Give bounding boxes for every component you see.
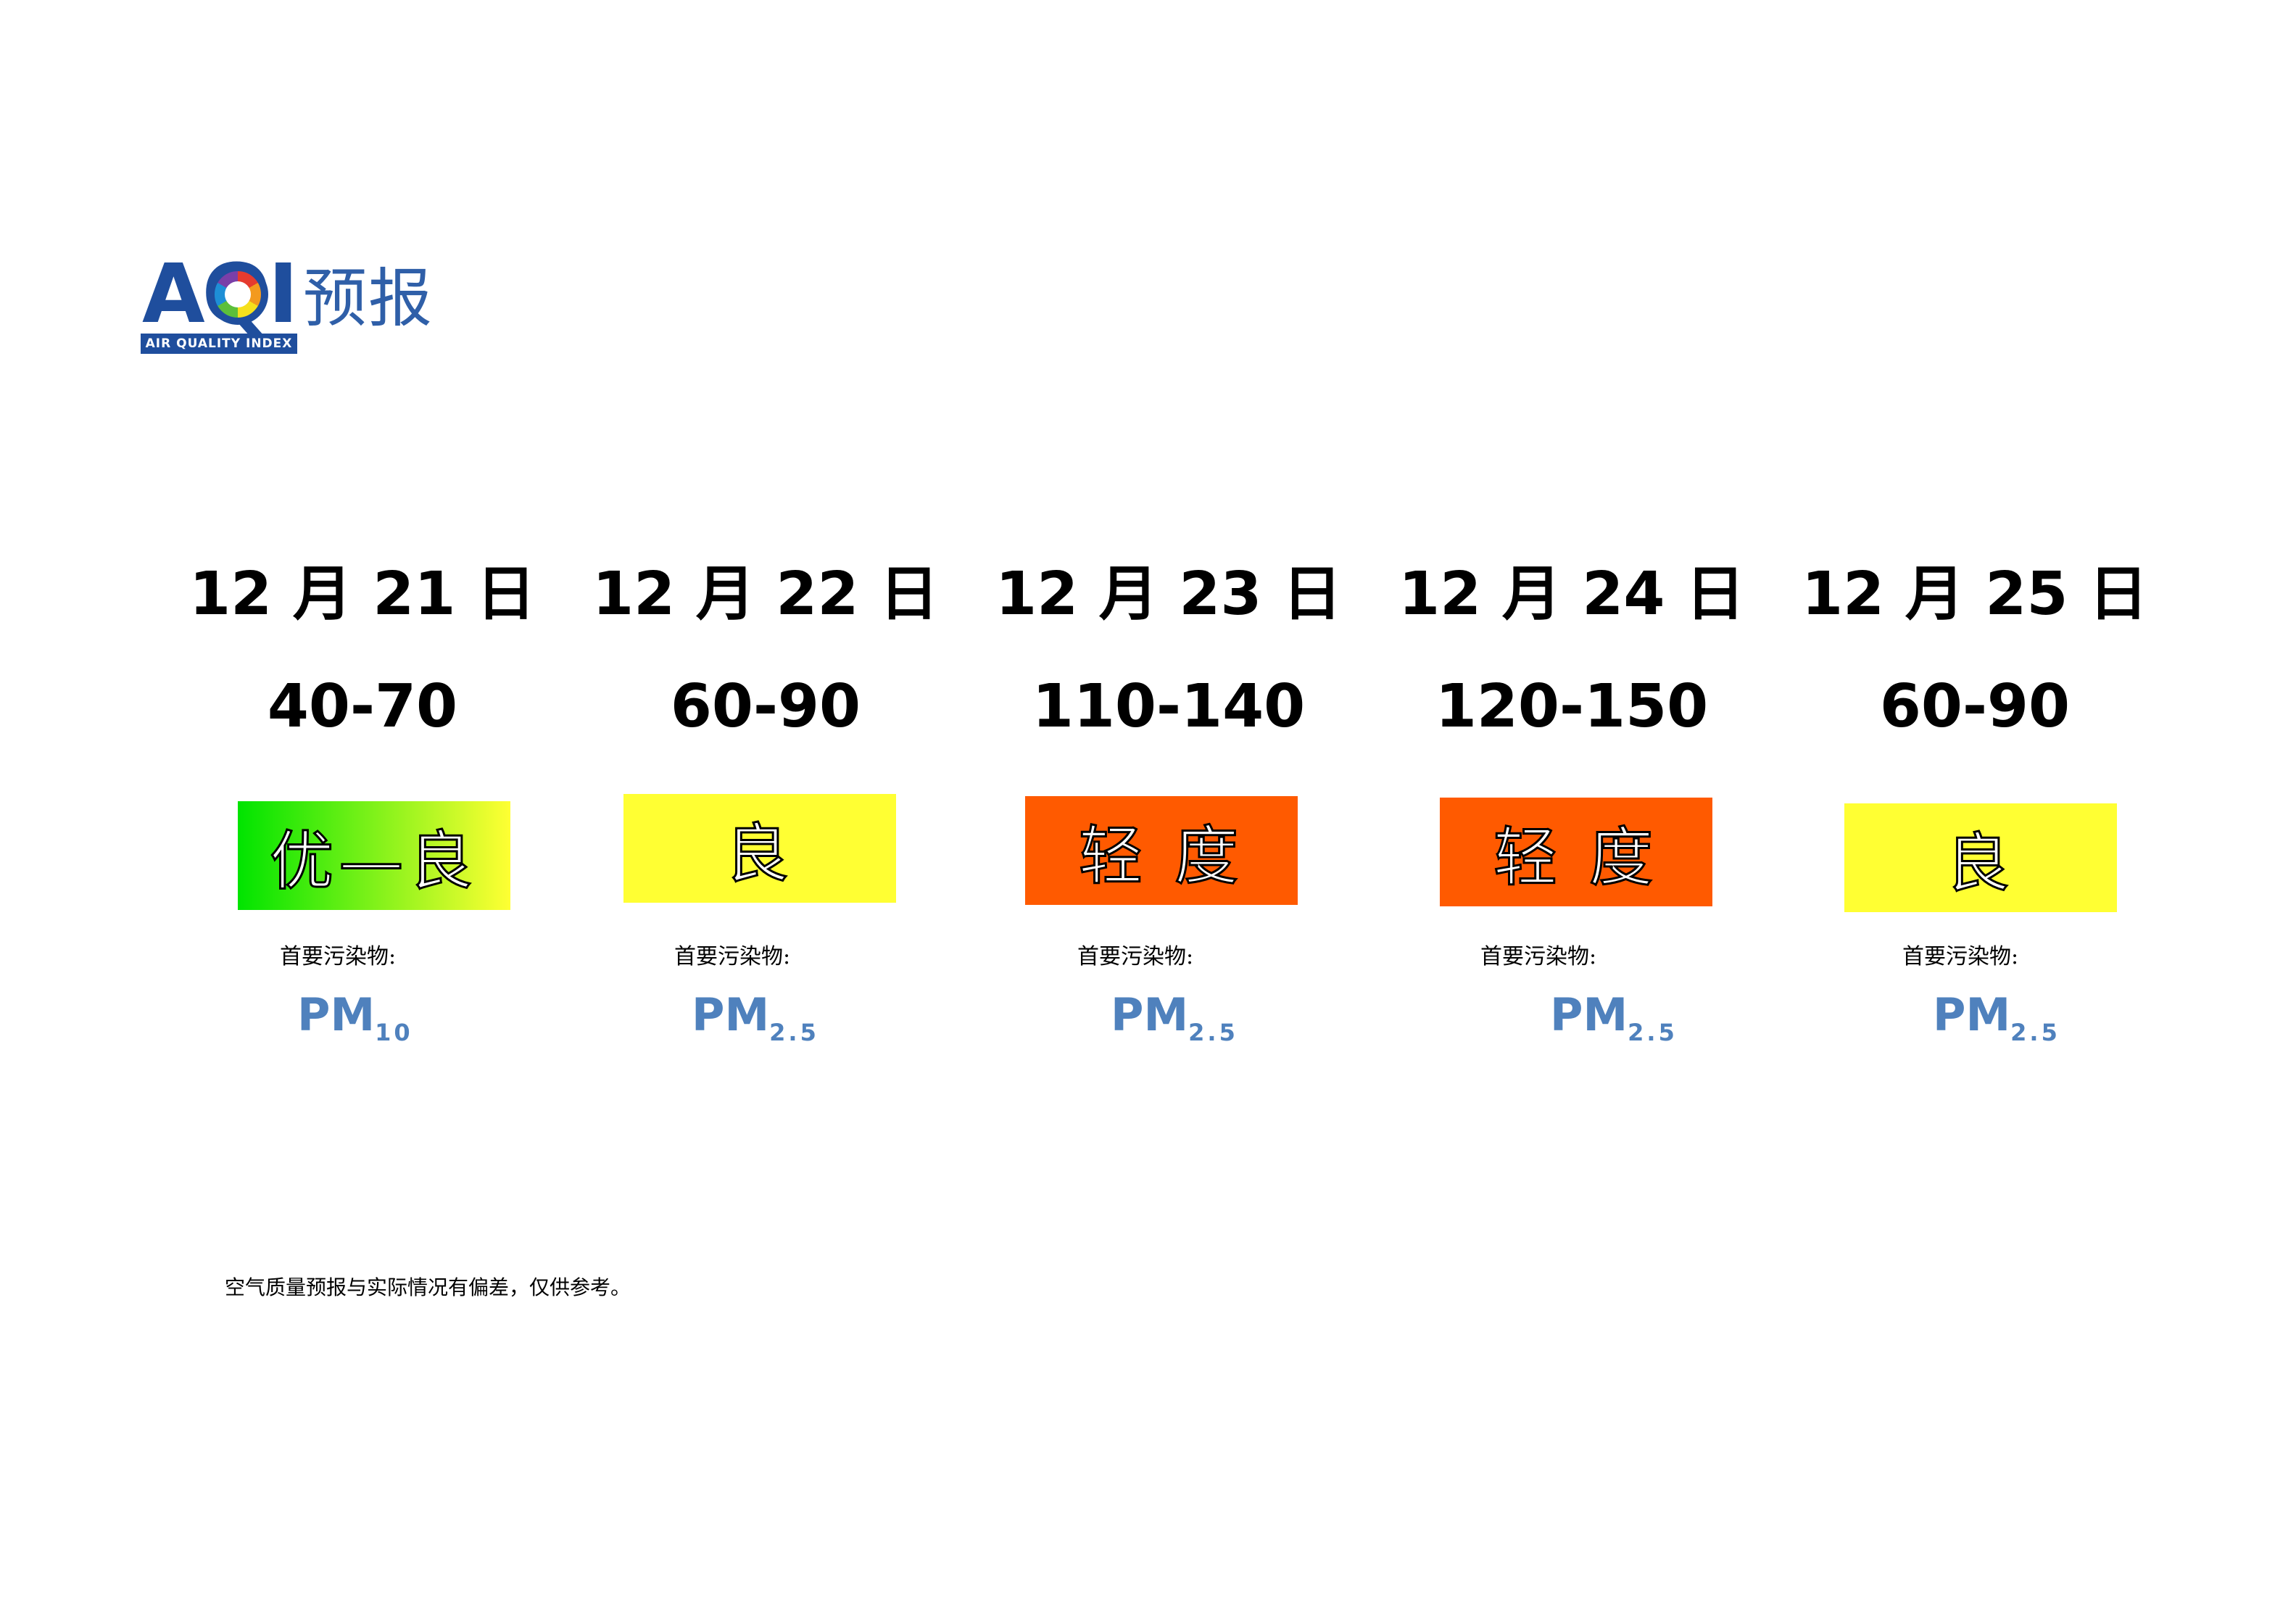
disclaimer: 空气质量预报与实际情况有偏差，仅供参考。 (225, 1275, 631, 1299)
forecast-date: 12 月 21 日 (189, 560, 536, 629)
level-badge: 轻 度 (1440, 798, 1712, 906)
forecast-date: 12 月 23 日 (995, 560, 1342, 629)
pollutant-subscript: 10 (375, 1019, 413, 1046)
primary-pollutant: PM2.5 (1933, 986, 2060, 1062)
aqi-range: 60-90 (670, 672, 861, 741)
level-badge: 良 (1844, 803, 2117, 912)
aqi-range: 110-140 (1032, 672, 1306, 741)
primary-pollutant-label: 首要污染物: (674, 944, 791, 969)
forecast-date: 12 月 22 日 (592, 560, 939, 629)
primary-pollutant-label: 首要污染物: (1077, 944, 1194, 969)
pollutant-name: PM (692, 988, 770, 1041)
pollutant-name: PM (1933, 988, 2011, 1041)
aqi-logo: AQI AIR QUALITY INDEX 预报 (141, 254, 467, 363)
level-badge: 良 (623, 794, 896, 903)
pollutant-subscript: 2.5 (2010, 1019, 2060, 1046)
pollutant-subscript: 2.5 (769, 1019, 819, 1046)
pollutant-name: PM (297, 988, 376, 1041)
pollutant-name: PM (1550, 988, 1628, 1041)
primary-pollutant: PM2.5 (1550, 986, 1678, 1062)
forecast-date: 12 月 24 日 (1398, 560, 1745, 629)
aqi-range: 60-90 (1879, 672, 2071, 741)
aqi-range: 40-70 (267, 672, 458, 741)
forecast-day-3: 12 月 23 日 110-140 轻 度 首要污染物: PM2.5 (987, 551, 1350, 1073)
pollutant-subscript: 2.5 (1628, 1019, 1678, 1046)
primary-pollutant-label: 首要污染物: (280, 944, 397, 969)
primary-pollutant-label: 首要污染物: (1902, 944, 2019, 969)
forecast-day-2: 12 月 22 日 60-90 良 首要污染物: PM2.5 (584, 551, 947, 1073)
aqi-logo-mark: AQI AIR QUALITY INDEX (141, 254, 299, 355)
logo-title: 预报 (303, 261, 434, 336)
primary-pollutant: PM2.5 (692, 986, 819, 1062)
pollutant-subscript: 2.5 (1188, 1019, 1238, 1046)
forecast-day-1: 12 月 21 日 40-70 优—良 首要污染物: PM10 (181, 551, 544, 1073)
primary-pollutant-label: 首要污染物: (1480, 944, 1597, 969)
forecast-day-4: 12 月 24 日 120-150 轻 度 首要污染物: PM2.5 (1391, 551, 1753, 1073)
logo-subtitle: AIR QUALITY INDEX (141, 334, 297, 354)
aqi-range: 120-150 (1435, 672, 1709, 741)
primary-pollutant: PM2.5 (1111, 986, 1238, 1062)
level-badge: 优—良 (238, 801, 510, 910)
level-badge: 轻 度 (1025, 796, 1298, 905)
primary-pollutant: PM10 (297, 986, 413, 1062)
forecast-date: 12 月 25 日 (1802, 560, 2148, 629)
pollutant-name: PM (1111, 988, 1189, 1041)
forecast-day-5: 12 月 25 日 60-90 良 首要污染物: PM2.5 (1794, 551, 2156, 1073)
globe-icon (207, 264, 268, 325)
